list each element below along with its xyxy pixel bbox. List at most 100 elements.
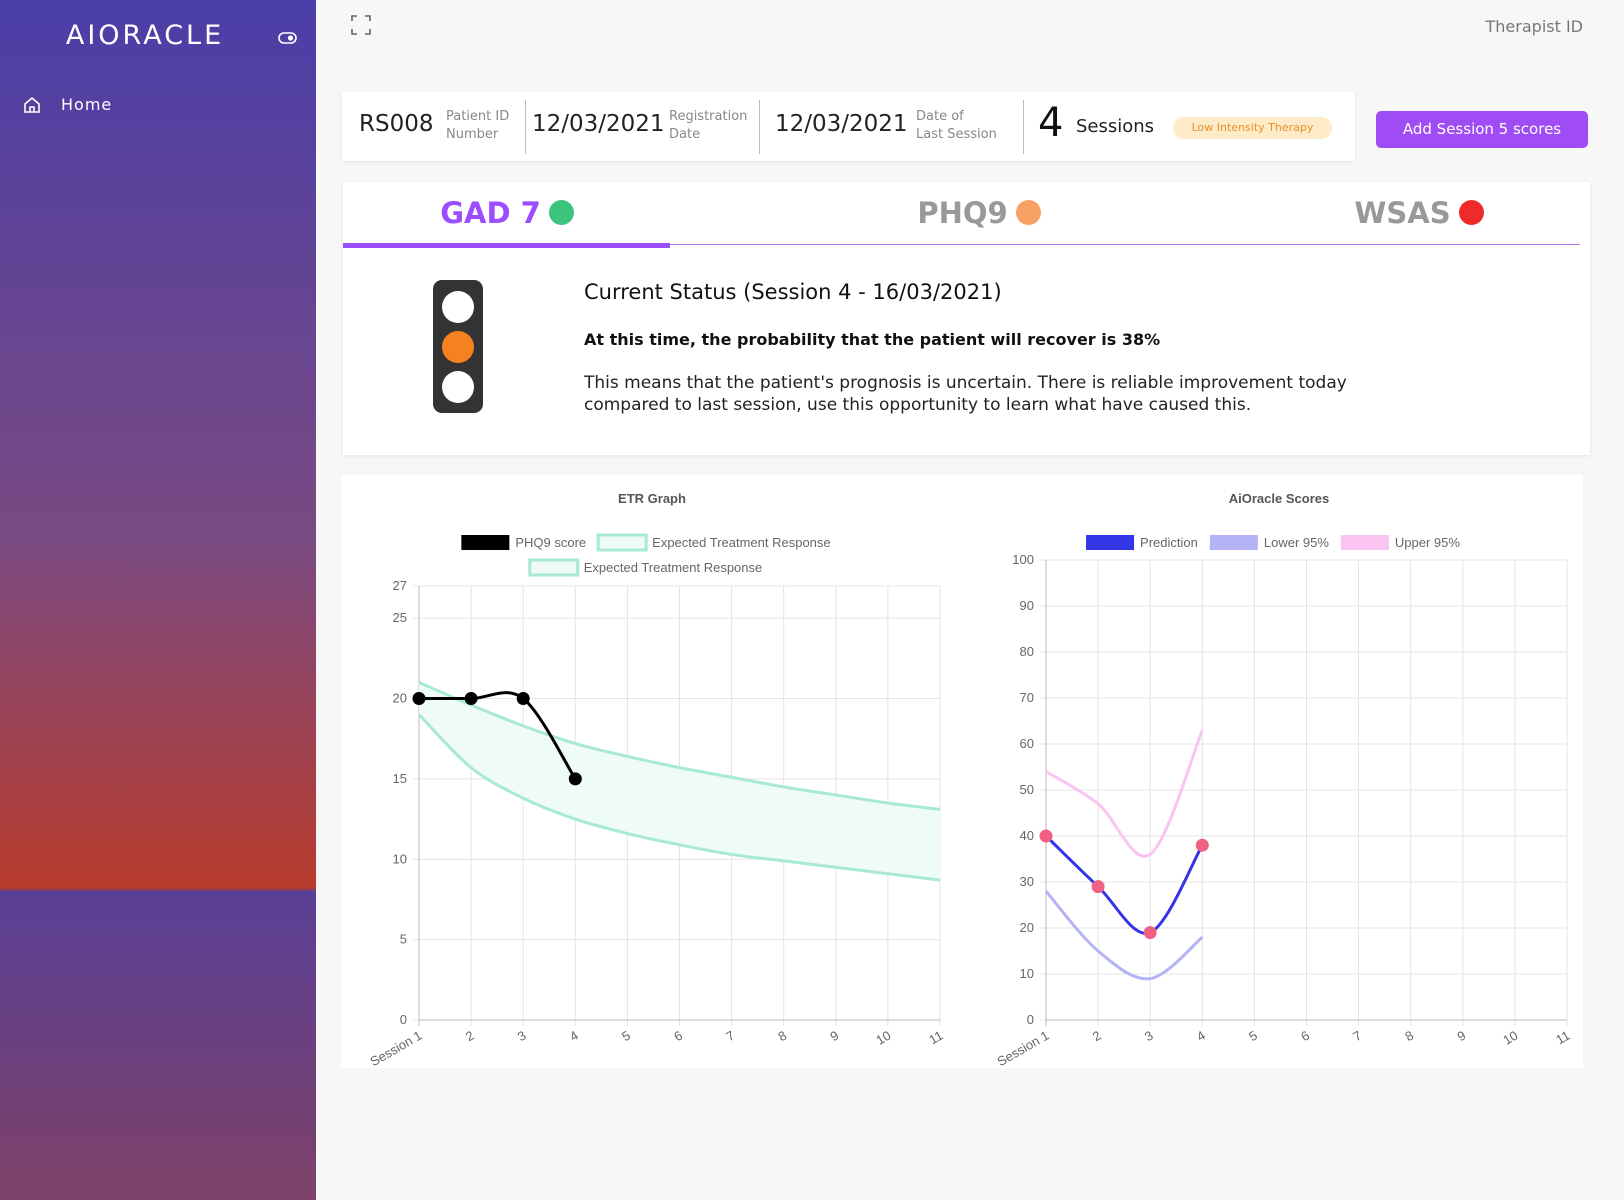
chart-title: AiOracle Scores — [1229, 491, 1329, 506]
x-tick-label: 2 — [463, 1028, 477, 1045]
y-tick-label: 0 — [400, 1012, 407, 1027]
status-title: Current Status (Session 4 - 16/03/2021) — [584, 280, 1002, 304]
legend-item: Expected Treatment Response — [596, 533, 831, 552]
legend-label: PHQ9 score — [515, 535, 586, 550]
x-tick-label: 9 — [1455, 1028, 1469, 1045]
legend-label: Expected Treatment Response — [584, 560, 763, 575]
legend-swatch — [1209, 535, 1258, 550]
toggle-icon[interactable] — [278, 30, 298, 46]
x-tick-label: 5 — [1246, 1028, 1260, 1045]
x-tick-label: 8 — [1402, 1028, 1416, 1045]
legend-label: Expected Treatment Response — [652, 535, 831, 550]
series-line — [419, 691, 577, 780]
expand-icon[interactable] — [350, 14, 372, 36]
legend-swatch — [596, 533, 648, 552]
legend-item: Prediction — [1086, 535, 1198, 550]
data-point — [568, 772, 582, 786]
label-line: Registration — [669, 109, 748, 124]
label-line: Last Session — [916, 127, 997, 142]
status-body: This means that the patient's prognosis … — [584, 373, 1347, 415]
session-count: 4 — [1038, 100, 1064, 146]
y-tick-label: 60 — [1020, 736, 1034, 751]
series-line — [1045, 729, 1204, 858]
patient-header: RS008 Patient ID Number 12/03/2021 Regist… — [342, 92, 1355, 161]
y-tick-label: 5 — [400, 932, 407, 947]
tab-label[interactable]: WSAS — [1354, 196, 1451, 230]
legend-item: PHQ9 score — [461, 535, 586, 550]
x-tick-label: Session 1 — [368, 1028, 425, 1070]
x-tick-label: 9 — [828, 1028, 842, 1045]
last-session-date: 12/03/2021 — [775, 111, 908, 137]
band-area — [419, 682, 940, 881]
series-line — [1044, 890, 1204, 981]
legend-item: Lower 95% — [1209, 535, 1329, 550]
traffic-light — [433, 280, 483, 413]
y-tick-label: 25 — [393, 610, 407, 625]
label-line: Number — [446, 127, 499, 142]
y-tick-label: 70 — [1020, 690, 1034, 705]
x-tick-label: 3 — [515, 1028, 529, 1045]
status-headline: At this time, the probability that the p… — [584, 330, 1161, 349]
y-tick-label: 80 — [1020, 644, 1034, 659]
x-tick-label: 4 — [1194, 1028, 1208, 1045]
sessions-label: Sessions — [1076, 116, 1155, 137]
tab[interactable]: WSAS — [1299, 196, 1539, 230]
x-tick-label: 5 — [619, 1028, 633, 1045]
tab[interactable]: PHQ9 — [859, 196, 1099, 230]
separator — [525, 100, 526, 154]
x-tick-label: 6 — [1298, 1028, 1312, 1045]
tab-label[interactable]: PHQ9 — [917, 196, 1008, 230]
tab-rule — [343, 244, 1580, 245]
add-session-button[interactable]: Add Session 5 scores — [1376, 111, 1588, 148]
user-label[interactable]: Therapist ID — [1485, 17, 1583, 36]
data-point — [1039, 829, 1053, 843]
y-tick-label: 50 — [1020, 782, 1034, 797]
x-tick-label: 6 — [671, 1028, 685, 1045]
x-tick-label: 10 — [1500, 1028, 1520, 1048]
score-panel: GAD 7 PHQ9 WSAS Current Status (Session 4 … — [343, 182, 1590, 455]
x-tick-label: 7 — [1350, 1028, 1364, 1045]
series-line — [418, 681, 941, 811]
home-icon — [24, 96, 40, 113]
data-point — [516, 692, 530, 706]
x-tick-label: 11 — [1553, 1028, 1572, 1048]
y-tick-label: 15 — [393, 771, 407, 786]
separator — [759, 100, 760, 154]
legend-swatch — [461, 535, 510, 550]
legend-label: Prediction — [1140, 535, 1198, 550]
y-tick-label: 30 — [1020, 874, 1034, 889]
x-tick-label: Session 1 — [995, 1028, 1052, 1070]
legend-label: Lower 95% — [1264, 535, 1329, 550]
chart-title: ETR Graph — [618, 491, 686, 506]
y-tick-label: 10 — [1020, 966, 1034, 981]
data-point — [1143, 926, 1157, 940]
therapy-badge: Low Intensity Therapy — [1173, 117, 1332, 139]
separator — [1023, 100, 1024, 154]
field-label: Date of Last Session — [916, 108, 997, 144]
legend-item: Upper 95% — [1340, 535, 1460, 550]
tab-status-dot — [548, 200, 574, 225]
x-tick-label: 7 — [723, 1028, 737, 1045]
data-point — [1091, 880, 1105, 894]
legend-swatch — [1086, 535, 1135, 550]
label-line: Date of — [916, 109, 964, 124]
data-point — [412, 692, 426, 706]
nav-home[interactable]: Home — [61, 95, 113, 114]
x-tick-label: 2 — [1090, 1028, 1104, 1045]
x-tick-label: 11 — [926, 1028, 945, 1048]
tab[interactable]: GAD 7 — [387, 196, 627, 230]
legend-item: Expected Treatment Response — [528, 558, 763, 577]
registration-date: 12/03/2021 — [532, 111, 665, 137]
y-tick-label: 40 — [1020, 828, 1034, 843]
brand: AIORACLE — [65, 20, 225, 51]
y-tick-label: 10 — [393, 851, 407, 866]
data-point — [1195, 838, 1209, 852]
tab-label[interactable]: GAD 7 — [440, 196, 541, 230]
field-label: Registration Date — [669, 108, 747, 144]
tab-status-dot — [1015, 200, 1041, 225]
x-tick-label: 8 — [775, 1028, 789, 1045]
y-tick-label: 20 — [393, 691, 407, 706]
x-tick-label: 3 — [1142, 1028, 1156, 1045]
